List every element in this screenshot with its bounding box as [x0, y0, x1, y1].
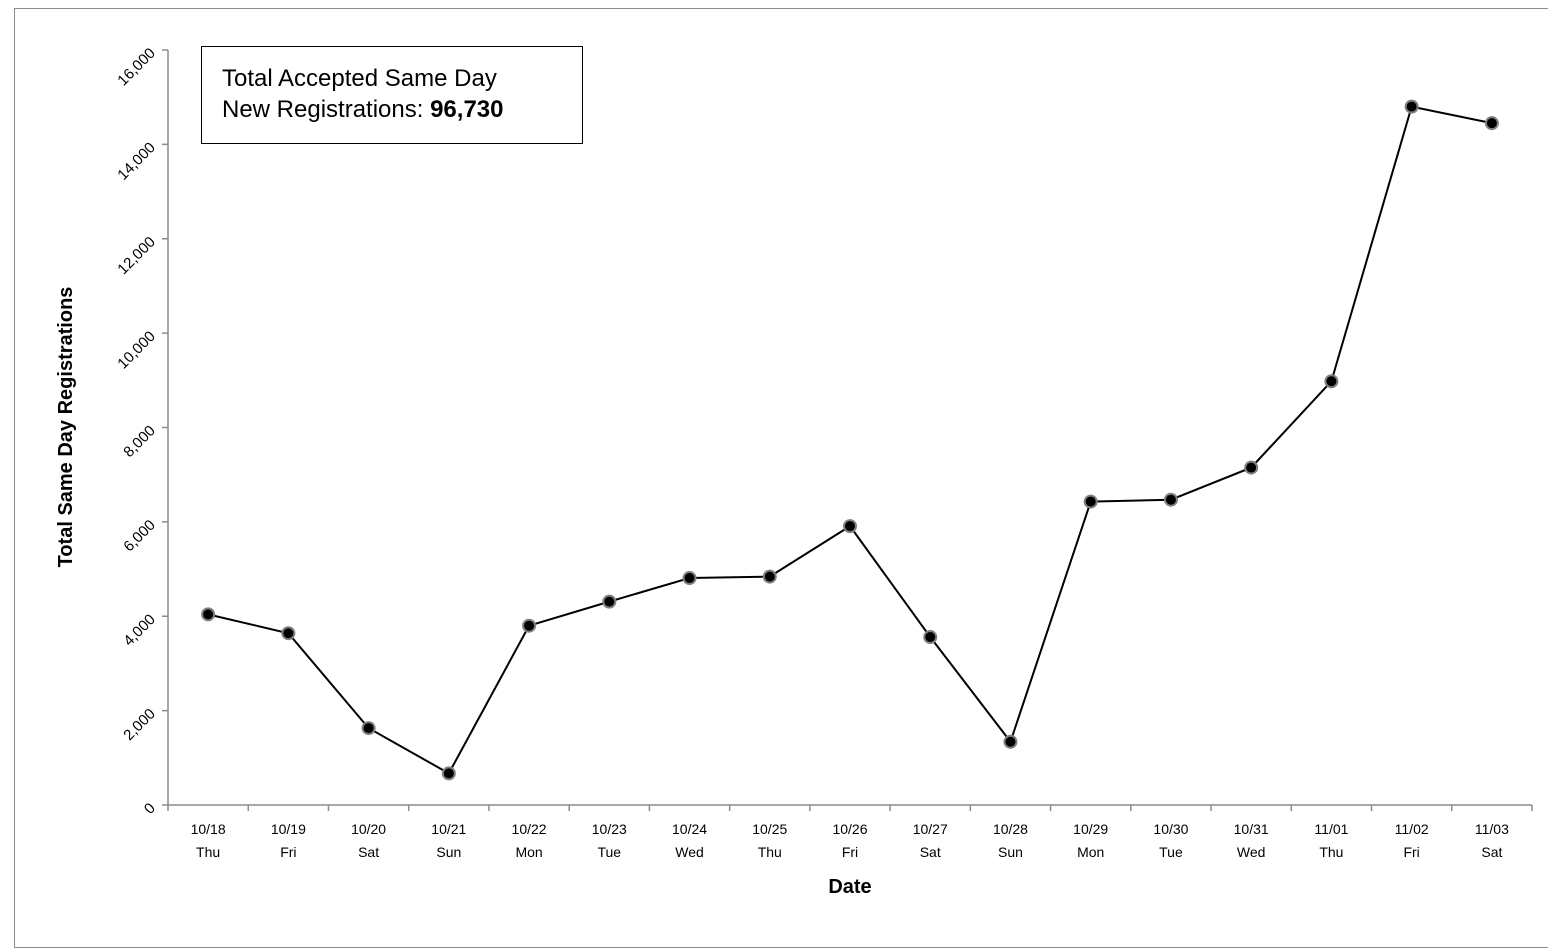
- x-tick-label-date: 10/22: [512, 821, 547, 837]
- x-tick-label-day: Fri: [1403, 844, 1419, 860]
- data-point: [522, 618, 537, 633]
- x-tick-label-day: Sat: [358, 844, 379, 860]
- y-tick-label: 16,000: [114, 45, 158, 89]
- x-tick-label-day: Mon: [515, 844, 542, 860]
- x-tick-label-date: 10/26: [832, 821, 867, 837]
- x-tick-label-day: Sun: [998, 844, 1023, 860]
- y-tick-label: 2,000: [120, 705, 159, 744]
- annotation-total-value: 96,730: [430, 96, 504, 123]
- data-point: [602, 594, 617, 609]
- x-tick-label-day: Tue: [1159, 844, 1183, 860]
- x-tick-label-date: 10/28: [993, 821, 1028, 837]
- x-axis-title: Date: [828, 876, 871, 898]
- y-axis-ticks: 0 2,000 4,000 6,000 8,000 10,000 12,000 14,000 1…: [114, 45, 168, 818]
- x-tick-label-date: 10/27: [913, 821, 948, 837]
- x-tick-label-date: 10/29: [1073, 821, 1108, 837]
- x-tick-label-day: Mon: [1077, 844, 1104, 860]
- data-point: [1404, 99, 1419, 114]
- data-point: [361, 721, 376, 736]
- data-point: [281, 626, 296, 641]
- x-tick-label-day: Sat: [1481, 844, 1502, 860]
- y-axis-title: Total Same Day Registrations: [55, 287, 77, 568]
- x-tick-label-date: 10/24: [672, 821, 707, 837]
- x-tick-label-day: Wed: [1237, 844, 1266, 860]
- x-tick-label-date: 10/18: [191, 821, 226, 837]
- data-point: [843, 519, 857, 534]
- x-tick-label-date: 10/25: [752, 821, 787, 837]
- data-point: [441, 766, 456, 781]
- y-tick-label: 8,000: [120, 422, 159, 461]
- x-tick-label-day: Thu: [196, 844, 220, 860]
- x-tick-label-day: Sun: [436, 844, 461, 860]
- y-tick-label: 12,000: [114, 234, 158, 278]
- x-tick-label-day: Fri: [280, 844, 296, 860]
- y-tick-label: 14,000: [114, 139, 158, 183]
- data-point: [923, 630, 938, 645]
- x-tick-label-day: Wed: [675, 844, 704, 860]
- x-tick-label-day: Fri: [842, 844, 858, 860]
- x-tick-label-day: Tue: [597, 844, 621, 860]
- x-tick-label-date: 11/02: [1395, 821, 1429, 837]
- annotation-label: New Registrations:: [222, 96, 431, 123]
- data-point: [1163, 492, 1178, 507]
- annotation-line-1: Total Accepted Same Day: [222, 65, 497, 92]
- data-point: [1484, 116, 1499, 131]
- data-point: [1003, 734, 1018, 749]
- series-line: [207, 105, 1493, 775]
- x-axis-ticks: 10/18 Thu 10/19 Fri 10/20 Sat 10/21 Sun 10/22 Mon…: [167, 805, 1533, 860]
- x-tick-label-date: 10/30: [1153, 821, 1188, 837]
- y-tick-label: 10,000: [114, 328, 158, 372]
- total-annotation-box: Total Accepted Same Day New Registration…: [201, 46, 583, 144]
- y-tick-label: 4,000: [120, 611, 159, 650]
- x-tick-label-day: Sat: [920, 844, 941, 860]
- x-tick-label-date: 10/31: [1234, 821, 1269, 837]
- data-point: [1324, 374, 1339, 389]
- x-tick-label-date: 10/20: [351, 821, 386, 837]
- x-tick-label-date: 11/01: [1314, 821, 1348, 837]
- x-tick-label-date: 10/21: [431, 821, 466, 837]
- data-point: [762, 569, 777, 584]
- data-point: [682, 571, 697, 586]
- annotation-line-2: New Registrations: 96,730: [222, 94, 582, 125]
- data-point: [1244, 460, 1259, 475]
- x-tick-label-date: 11/03: [1475, 821, 1509, 837]
- axes: [167, 50, 1532, 806]
- series-total-same-day-registrations: [201, 99, 1499, 781]
- x-tick-label-day: Thu: [758, 844, 782, 860]
- y-tick-label: 0: [141, 800, 159, 818]
- data-point: [201, 607, 216, 622]
- x-tick-label-date: 10/23: [592, 821, 627, 837]
- x-tick-label-day: Thu: [1319, 844, 1343, 860]
- data-point: [1083, 494, 1098, 509]
- x-tick-label-date: 10/19: [271, 821, 306, 837]
- y-tick-label: 6,000: [120, 517, 159, 556]
